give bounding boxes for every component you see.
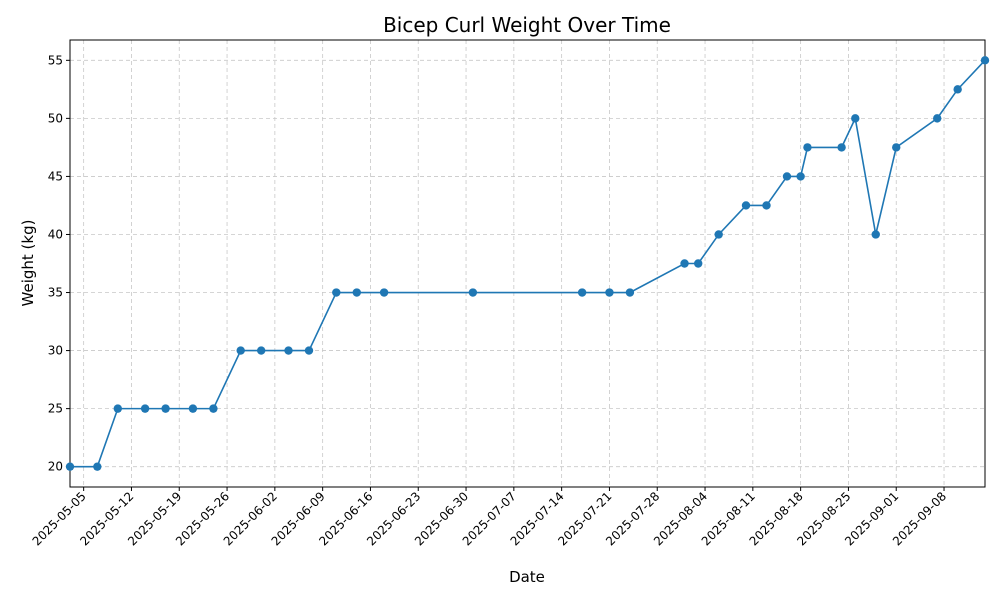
data-point (352, 288, 361, 297)
data-point (694, 259, 703, 268)
data-point (284, 346, 293, 355)
y-tick-label: 35 (48, 286, 63, 300)
data-point (188, 404, 198, 413)
data-point (236, 346, 245, 355)
data-point (741, 201, 751, 210)
data-point (605, 288, 614, 297)
data-point (93, 462, 102, 471)
plot-frame (69, 39, 986, 488)
data-point (892, 143, 901, 152)
data-point (851, 114, 860, 123)
y-tick-label: 50 (48, 111, 63, 125)
data-point (65, 462, 75, 471)
y-tick-label: 55 (48, 53, 63, 67)
data-point (304, 346, 314, 355)
y-axis-label: Weight (kg) (19, 220, 37, 307)
data-point (953, 85, 962, 94)
data-point (796, 172, 805, 181)
data-point (332, 288, 341, 297)
y-tick-label: 20 (48, 460, 63, 474)
data-point (980, 56, 990, 65)
data-point (837, 143, 846, 152)
y-tick-label: 45 (48, 169, 63, 183)
data-point (871, 230, 880, 239)
y-tick-label: 30 (48, 344, 63, 358)
data-point (782, 172, 792, 181)
data-point (468, 288, 478, 297)
data-point (209, 404, 218, 413)
data-point (803, 143, 812, 152)
data-point (680, 259, 689, 268)
chart-title: Bicep Curl Weight Over Time (383, 13, 671, 37)
data-point (625, 288, 635, 297)
data-point (161, 404, 170, 413)
data-point (714, 230, 723, 239)
data-point (933, 114, 942, 123)
data-point (256, 346, 266, 355)
data-point (577, 288, 587, 297)
x-axis-label: Date (509, 568, 545, 586)
data-point (762, 201, 771, 210)
data-point (379, 288, 389, 297)
data-point (140, 404, 150, 413)
y-tick-label: 40 (48, 227, 63, 241)
data-point (113, 404, 122, 413)
y-tick-label: 25 (48, 402, 63, 416)
